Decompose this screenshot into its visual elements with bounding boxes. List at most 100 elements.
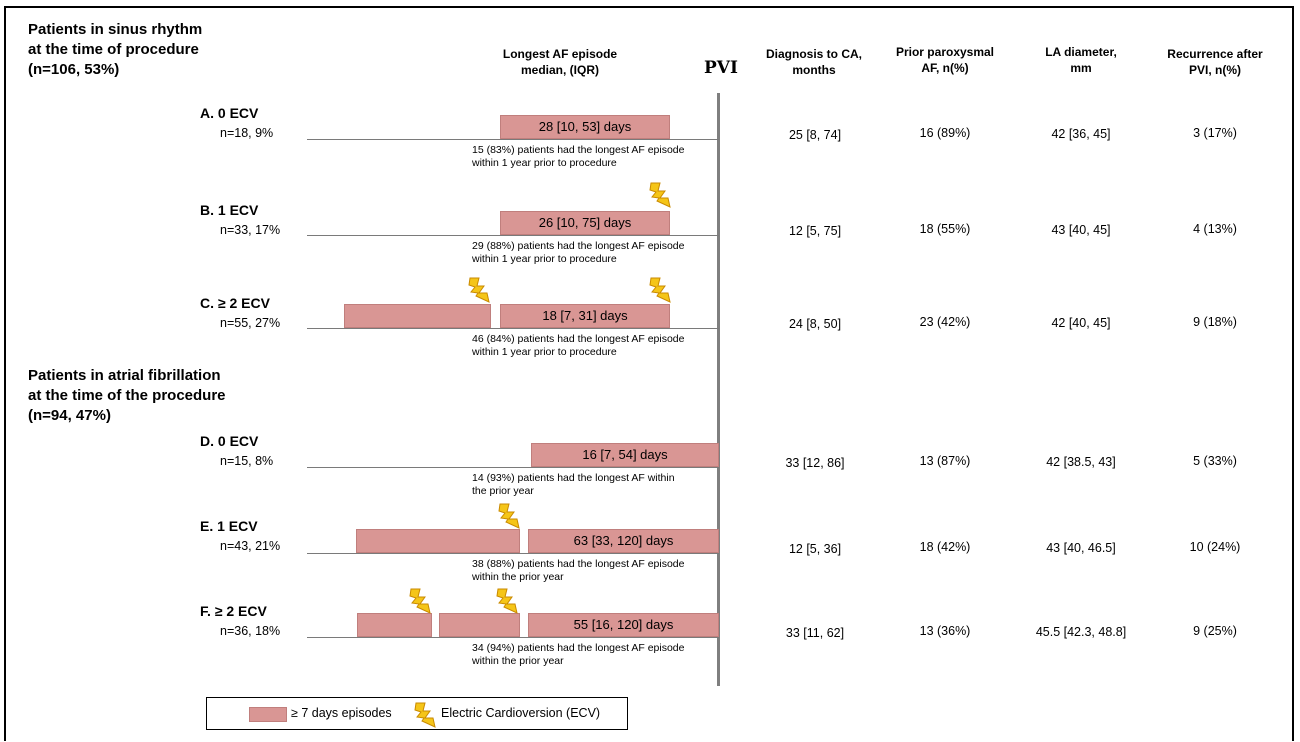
ecv-lightning-icon — [408, 587, 432, 620]
diagnosis-value: 12 [5, 75] — [788, 224, 842, 238]
episode-note-line1: 34 (94%) patients had the longest AF epi… — [472, 642, 685, 654]
la-diameter-value: 42 [36, 45] — [1051, 127, 1111, 141]
ecv-lightning-icon — [648, 181, 672, 214]
diagnosis-value: 33 [11, 62] — [785, 626, 845, 640]
longest-episode-bar — [528, 529, 719, 553]
header-la-diameter: LA diameter, mm — [1026, 44, 1136, 76]
group-label: B. 1 ECV — [200, 202, 259, 218]
episode-duration: 16 [7, 54] days — [582, 447, 668, 462]
legend-episode-swatch — [249, 707, 287, 722]
group-label: E. 1 ECV — [200, 518, 258, 534]
header-recurrence-line1: Recurrence after — [1167, 47, 1263, 61]
header-prior-line2: AF, n(%) — [921, 61, 969, 75]
longest-episode-bar — [528, 613, 719, 637]
group-label: A. 0 ECV — [200, 105, 259, 121]
prior-episode-bar — [344, 304, 491, 328]
header-prior-paroxysmal: Prior paroxysmal AF, n(%) — [880, 44, 1010, 76]
longest-episode-bar — [500, 304, 670, 328]
section-title-af-line3: (n=94, 47%) — [28, 407, 111, 424]
episode-duration: 28 [10, 53] days — [538, 119, 632, 134]
episode-duration: 18 [7, 31] days — [542, 308, 628, 323]
la-diameter-value: 42 [40, 45] — [1051, 316, 1111, 330]
group-n: n=18, 9% — [220, 126, 274, 140]
legend-ecv-label: Electric Cardioversion (ECV) — [441, 706, 601, 720]
recurrence-value: 5 (33%) — [1193, 454, 1237, 468]
longest-episode-bar — [531, 443, 719, 467]
prior-paroxysmal-value: 18 (55%) — [919, 222, 971, 236]
legend-episode-label: ≥ 7 days episodes — [291, 706, 392, 720]
header-prior-line1: Prior paroxysmal — [895, 45, 995, 59]
group-n: n=43, 21% — [220, 539, 281, 553]
episode-note-line1: 38 (88%) patients had the longest AF epi… — [472, 558, 685, 570]
group-n: n=15, 8% — [220, 454, 274, 468]
pvi-line — [717, 93, 720, 686]
figure-frame — [4, 6, 1294, 741]
section-title-af-line1: Patients in atrial fibrillation — [28, 367, 221, 384]
section-title-af-line2: at the time of the procedure — [28, 387, 226, 404]
episode-note-line1: 46 (84%) patients had the longest AF epi… — [472, 333, 685, 345]
header-longest-episode-line2: median, (IQR) — [520, 63, 599, 77]
group-n: n=55, 27% — [220, 316, 281, 330]
ecv-lightning-icon — [495, 587, 519, 620]
prior-paroxysmal-value: 13 (87%) — [919, 454, 971, 468]
prior-episode-bar — [439, 613, 520, 637]
section-title-sinus: Patients in sinus rhythm at the time of … — [28, 20, 202, 80]
legend-lightning-icon — [413, 701, 437, 734]
episode-note-line1: 14 (93%) patients had the longest AF wit… — [472, 472, 675, 484]
diagnosis-value: 24 [8, 50] — [788, 317, 842, 331]
ecv-lightning-icon — [648, 276, 672, 309]
la-diameter-value: 45.5 [42.3, 48.8] — [1035, 625, 1127, 639]
episode-note-line2: the prior year — [472, 485, 534, 497]
prior-paroxysmal-value: 18 (42%) — [919, 540, 971, 554]
group-n: n=33, 17% — [220, 223, 281, 237]
timeline-baseline — [307, 553, 719, 554]
timeline-baseline — [307, 235, 719, 236]
episode-note-line1: 29 (88%) patients had the longest AF epi… — [472, 240, 685, 252]
episode-duration: 63 [33, 120] days — [573, 533, 674, 548]
ecv-lightning-icon — [497, 502, 521, 535]
episode-note-line1: 15 (83%) patients had the longest AF epi… — [472, 144, 685, 156]
diagnosis-value: 12 [5, 36] — [788, 542, 842, 556]
timeline-baseline — [307, 467, 719, 468]
group-n: n=36, 18% — [220, 624, 281, 638]
header-diagnosis: Diagnosis to CA, months — [754, 46, 874, 78]
section-title-sinus-line3: (n=106, 53%) — [28, 61, 120, 78]
la-diameter-value: 43 [40, 46.5] — [1046, 541, 1116, 555]
recurrence-value: 4 (13%) — [1193, 222, 1237, 236]
prior-episode-bar — [357, 613, 432, 637]
episode-duration: 26 [10, 75] days — [538, 215, 632, 230]
header-la-line1: LA diameter, — [1045, 45, 1117, 59]
episode-note-line2: within 1 year prior to procedure — [472, 253, 617, 265]
group-label: D. 0 ECV — [200, 433, 259, 449]
la-diameter-value: 43 [40, 45] — [1051, 223, 1111, 237]
diagnosis-value: 33 [12, 86] — [785, 456, 845, 470]
group-label: F. ≥ 2 ECV — [200, 603, 267, 619]
header-pvi: PVI — [704, 58, 738, 78]
header-diagnosis-line2: months — [792, 63, 836, 77]
timeline-baseline — [307, 637, 719, 638]
header-recurrence-line2: PVI, n(%) — [1188, 63, 1241, 77]
header-diagnosis-line1: Diagnosis to CA, — [765, 47, 862, 61]
group-label: C. ≥ 2 ECV — [200, 295, 270, 311]
la-diameter-value: 42 [38.5, 43] — [1046, 455, 1116, 469]
prior-paroxysmal-value: 23 (42%) — [919, 315, 971, 329]
episode-duration: 55 [16, 120] days — [573, 617, 674, 632]
recurrence-value: 3 (17%) — [1193, 126, 1237, 140]
section-title-sinus-line1: Patients in sinus rhythm — [28, 21, 203, 38]
legend: ≥ 7 days episodes Electric Cardioversion… — [206, 697, 628, 730]
header-longest-episode: Longest AF episode median, (IQR) — [480, 46, 640, 78]
recurrence-value: 10 (24%) — [1189, 540, 1241, 554]
episode-note-line2: within 1 year prior to procedure — [472, 157, 617, 169]
longest-episode-bar — [500, 211, 670, 235]
prior-paroxysmal-value: 16 (89%) — [919, 126, 971, 140]
header-la-line2: mm — [1070, 61, 1092, 75]
section-title-af: Patients in atrial fibrillation at the t… — [28, 366, 226, 426]
episode-note-line2: within 1 year prior to procedure — [472, 346, 617, 358]
ecv-lightning-icon — [467, 276, 491, 309]
timeline-baseline — [307, 139, 719, 140]
recurrence-value: 9 (25%) — [1193, 624, 1237, 638]
timeline-baseline — [307, 328, 719, 329]
episode-note-line2: within the prior year — [472, 655, 564, 667]
prior-episode-bar — [356, 529, 520, 553]
diagnosis-value: 25 [8, 74] — [788, 128, 842, 142]
